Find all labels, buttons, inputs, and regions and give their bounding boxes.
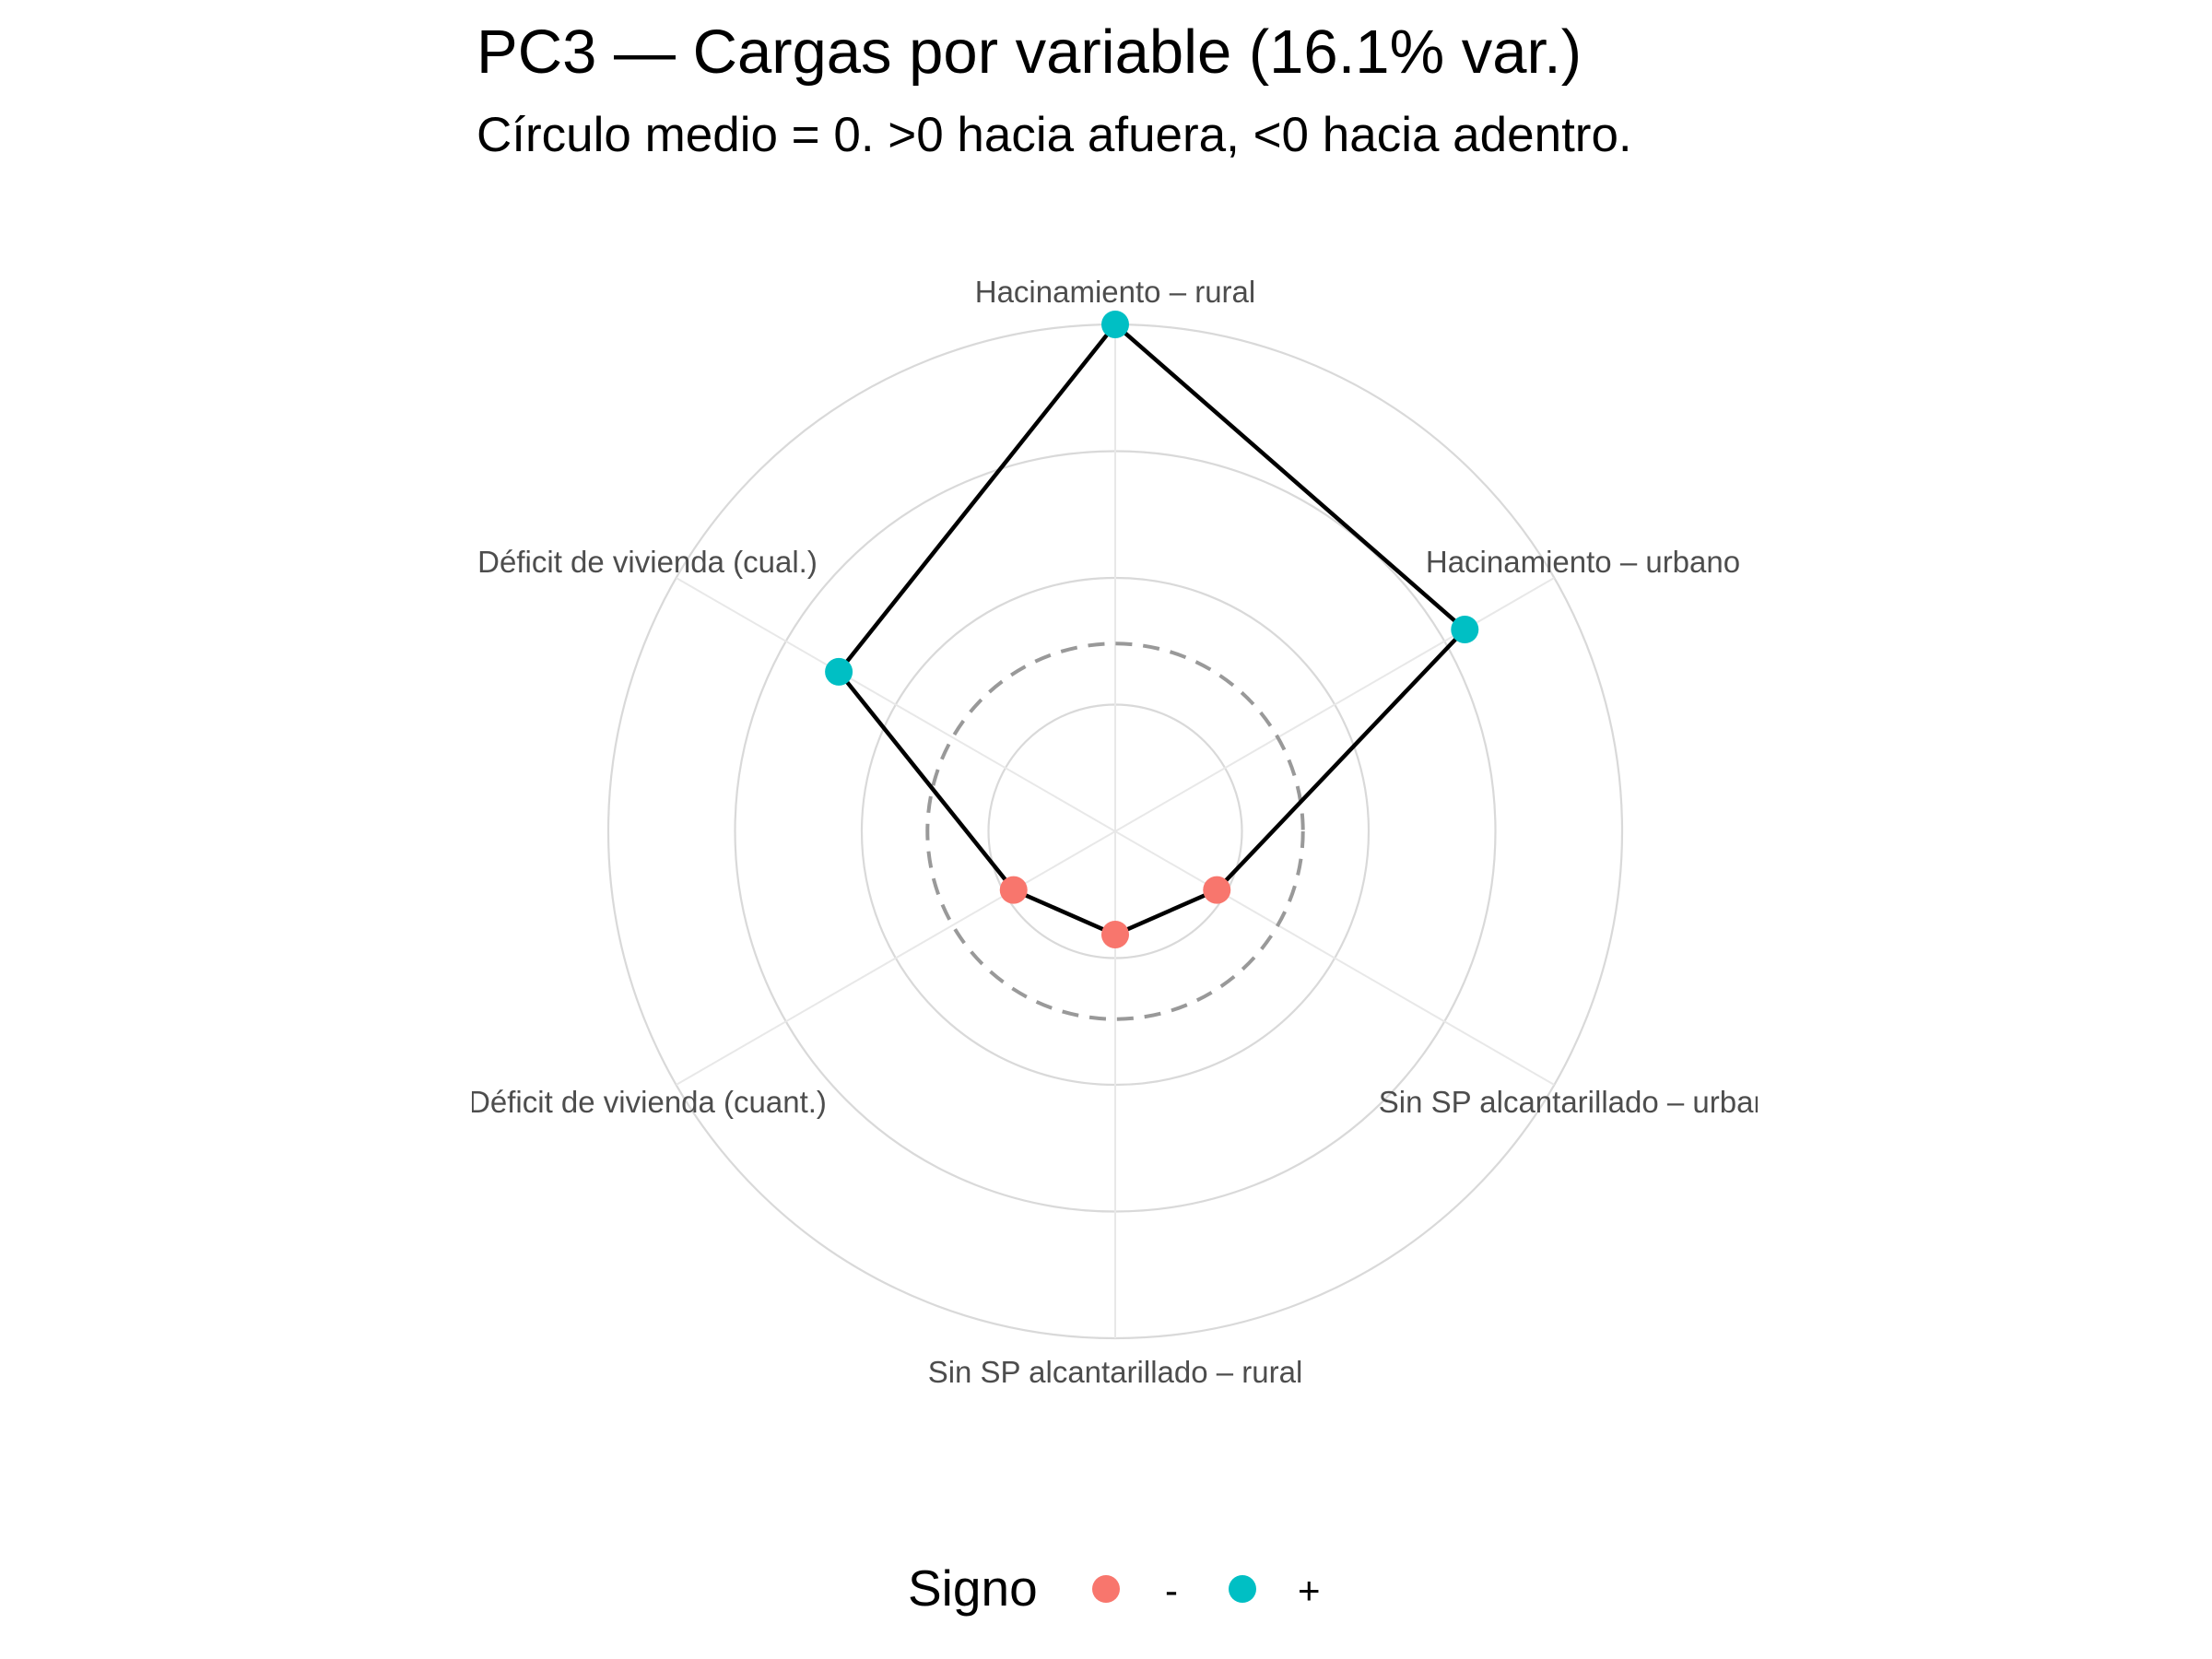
- series-layer: [825, 311, 1479, 949]
- grid-spoke: [676, 830, 1116, 1086]
- legend: Signo - +: [908, 1559, 1321, 1617]
- data-point: [1203, 876, 1231, 904]
- axis-label: Sin SP alcantarillado – urbano: [1379, 1085, 1787, 1119]
- data-point: [1451, 616, 1479, 644]
- series-line: [836, 322, 1467, 937]
- axis-label: Déficit de vivienda (cuant.): [468, 1085, 827, 1119]
- grid-spoke: [1114, 830, 1555, 1086]
- chart-title: PC3 — Cargas por variable (16.1% var.): [477, 18, 1583, 87]
- legend-label-negative: -: [1165, 1569, 1178, 1612]
- data-point: [999, 876, 1028, 904]
- axis-label: Sin SP alcantarillado – rural: [928, 1355, 1303, 1389]
- legend-key-negative: [1092, 1575, 1120, 1603]
- data-point: [1101, 921, 1129, 949]
- data-point: [825, 657, 853, 686]
- grid-spoke: [676, 577, 1116, 832]
- axis-label: Hacinamiento – urbano: [1426, 545, 1740, 579]
- legend-key-positive: [1229, 1575, 1256, 1603]
- axis-label: Déficit de vivienda (cual.): [477, 545, 818, 579]
- axis-label: Hacinamiento – rural: [975, 275, 1255, 309]
- legend-label-positive: +: [1298, 1569, 1321, 1612]
- grid-spoke: [1114, 577, 1555, 832]
- data-point: [1101, 311, 1129, 338]
- chart-subtitle: Círculo medio = 0. >0 hacia afuera, <0 h…: [477, 108, 1632, 162]
- legend-title: Signo: [908, 1559, 1038, 1617]
- zero-ring: [925, 641, 1305, 1021]
- axis-labels: Hacinamiento – rural Hacinamiento – urban…: [468, 275, 1787, 1389]
- radar-grid: [606, 323, 1624, 1340]
